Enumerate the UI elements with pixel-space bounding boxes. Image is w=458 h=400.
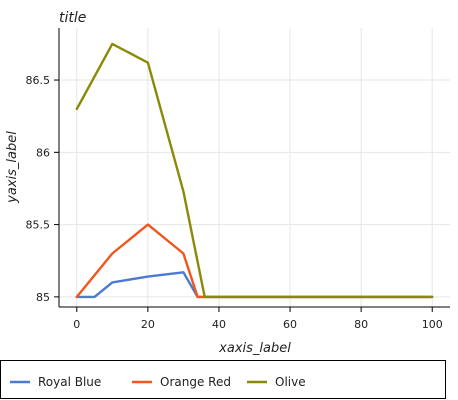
- x-tick-label: 80: [354, 318, 368, 331]
- legend-label-orange-red: Orange Red: [160, 375, 231, 389]
- legend: Royal Blue Orange Red Olive: [0, 360, 446, 399]
- legend-label-royal-blue: Royal Blue: [38, 375, 101, 389]
- series-line-orange-red: [75, 223, 434, 299]
- y-tick-label: 86.5: [26, 74, 51, 87]
- y-axis-label: yaxis_label: [5, 131, 20, 204]
- y-tick-label: 86: [36, 146, 50, 159]
- grid: [59, 28, 450, 307]
- x-tick-label: 40: [212, 318, 226, 331]
- x-tick-label: 100: [422, 318, 443, 331]
- tick-labels: 0 20 40 60 80 100 85 85.5 86 86.5: [26, 74, 443, 331]
- series-line-olive: [75, 42, 434, 299]
- series-line-royal-blue: [75, 271, 434, 299]
- x-tick-label: 20: [141, 318, 155, 331]
- x-axis-label: xaxis_label: [218, 341, 291, 356]
- plot-area: [75, 42, 434, 299]
- chart-title: title: [59, 10, 86, 26]
- y-tick-label: 85.5: [26, 219, 51, 232]
- y-tick-label: 85: [36, 291, 50, 304]
- legend-label-olive: Olive: [275, 375, 306, 389]
- legend-box: [0, 360, 446, 399]
- x-tick-label: 0: [73, 318, 80, 331]
- x-tick-label: 60: [283, 318, 297, 331]
